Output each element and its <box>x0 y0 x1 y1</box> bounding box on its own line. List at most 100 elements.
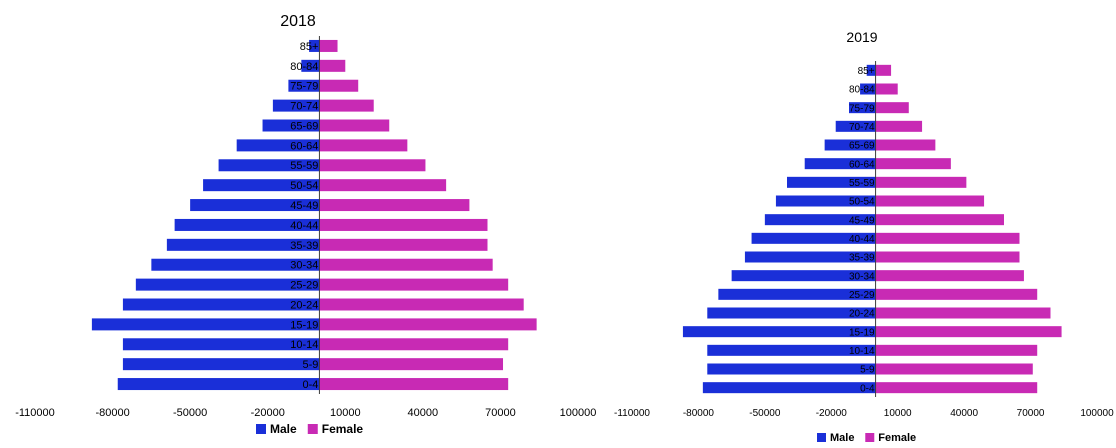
bar-male-20-24 <box>122 298 320 311</box>
x-tick-label: 40000 <box>408 407 439 419</box>
bar-male-50-54 <box>203 179 320 192</box>
bar-male-5-9 <box>707 363 876 375</box>
bar-male-35-39 <box>744 251 876 263</box>
bar-male-85+ <box>309 39 320 52</box>
bar-female-80-84 <box>319 59 346 72</box>
bar-female-15-19 <box>319 318 537 331</box>
bar-female-50-54 <box>319 179 447 192</box>
legend-label-male: Male <box>830 432 854 444</box>
x-tick-label: -20000 <box>251 407 285 419</box>
bar-female-65-69 <box>875 139 936 151</box>
bar-female-10-14 <box>875 344 1038 356</box>
category-label: 20-24 <box>290 299 318 311</box>
bar-male-80-84 <box>860 83 876 95</box>
bar-male-5-9 <box>122 358 320 371</box>
bar-male-75-79 <box>849 102 876 114</box>
category-label: 35-39 <box>290 240 318 252</box>
x-tick-label: -110000 <box>15 407 55 419</box>
bar-female-70-74 <box>319 99 374 112</box>
legend-swatch-male <box>256 424 266 434</box>
bar-female-0-4 <box>319 378 509 391</box>
category-label: 85+ <box>858 66 875 77</box>
category-label: 60-64 <box>849 159 875 170</box>
bar-male-60-64 <box>236 139 320 152</box>
category-label: 20-24 <box>849 309 875 320</box>
category-label: 25-29 <box>290 280 318 292</box>
pyramid-chart-2018: 2018 0-4 5-9 10-14 15-19 20-24 25-29 30-34 35-39… <box>15 13 596 436</box>
x-tick-label: -80000 <box>683 408 715 419</box>
bar-female-60-64 <box>875 158 951 170</box>
bar-female-55-59 <box>319 159 426 172</box>
legend-swatch-female <box>865 433 875 442</box>
bar-female-80-84 <box>875 83 898 95</box>
category-label: 5-9 <box>860 365 875 376</box>
bar-male-10-14 <box>122 338 320 351</box>
category-label: 75-79 <box>290 81 318 93</box>
legend-swatch-female <box>307 424 318 434</box>
category-label: 0-4 <box>860 383 875 394</box>
x-tick-label: -20000 <box>816 408 848 419</box>
bar-male-65-69 <box>824 139 876 151</box>
bar-male-55-59 <box>218 159 320 172</box>
bar-male-80-84 <box>301 59 320 72</box>
bar-male-85+ <box>866 64 876 76</box>
bar-female-25-29 <box>875 288 1038 300</box>
category-label: 0-4 <box>303 379 319 391</box>
x-tick-label: -50000 <box>173 407 207 419</box>
x-tick-label: 10000 <box>330 407 361 419</box>
category-label: 80-84 <box>290 61 318 73</box>
bar-male-50-54 <box>775 195 876 207</box>
bar-female-65-69 <box>319 119 390 132</box>
bar-male-10-14 <box>707 344 876 356</box>
category-label: 30-34 <box>849 271 875 282</box>
bar-female-75-79 <box>319 79 359 92</box>
bar-male-20-24 <box>707 307 876 319</box>
category-label: 5-9 <box>303 359 319 371</box>
bar-female-30-34 <box>319 258 493 271</box>
category-label: 45-49 <box>290 200 318 212</box>
bar-male-30-34 <box>151 258 320 271</box>
bar-female-40-44 <box>319 218 488 231</box>
chart-title: 2019 <box>846 29 877 45</box>
x-tick-label: 100000 <box>1080 408 1114 419</box>
category-label: 30-34 <box>290 260 318 272</box>
bar-male-0-4 <box>117 378 320 391</box>
bar-female-0-4 <box>875 382 1038 394</box>
category-label: 40-44 <box>290 220 318 232</box>
bar-male-65-69 <box>262 119 320 132</box>
category-label: 45-49 <box>849 215 875 226</box>
bar-female-30-34 <box>875 270 1024 282</box>
x-tick-label: -80000 <box>95 407 129 419</box>
category-label: 80-84 <box>849 85 875 96</box>
category-label: 35-39 <box>849 253 875 264</box>
bar-female-55-59 <box>875 176 967 188</box>
category-label: 50-54 <box>290 180 318 192</box>
bar-male-15-19 <box>91 318 320 331</box>
chart-title: 2018 <box>280 13 316 30</box>
category-label: 70-74 <box>290 101 318 113</box>
x-tick-label: -50000 <box>749 408 781 419</box>
bar-female-10-14 <box>319 338 509 351</box>
bar-female-70-74 <box>875 120 923 132</box>
legend-label-female: Female <box>878 432 916 444</box>
bar-female-35-39 <box>319 238 488 251</box>
category-label: 40-44 <box>849 234 875 245</box>
category-label: 10-14 <box>290 339 318 351</box>
bar-female-85+ <box>319 39 338 52</box>
category-label: 25-29 <box>849 290 875 301</box>
category-label: 70-74 <box>849 122 875 133</box>
bar-male-70-74 <box>272 99 320 112</box>
category-label: 75-79 <box>849 103 875 114</box>
bar-female-15-19 <box>875 326 1062 338</box>
bar-male-45-49 <box>190 199 320 212</box>
bar-female-25-29 <box>319 278 509 291</box>
bar-female-20-24 <box>319 298 524 311</box>
category-label: 55-59 <box>849 178 875 189</box>
x-tick-label: 40000 <box>950 408 978 419</box>
x-tick-label: -110000 <box>614 408 650 419</box>
bar-male-25-29 <box>718 288 876 300</box>
category-label: 65-69 <box>849 141 875 152</box>
bar-female-5-9 <box>319 358 504 371</box>
bar-male-40-44 <box>174 218 320 231</box>
legend-swatch-male <box>817 433 826 442</box>
